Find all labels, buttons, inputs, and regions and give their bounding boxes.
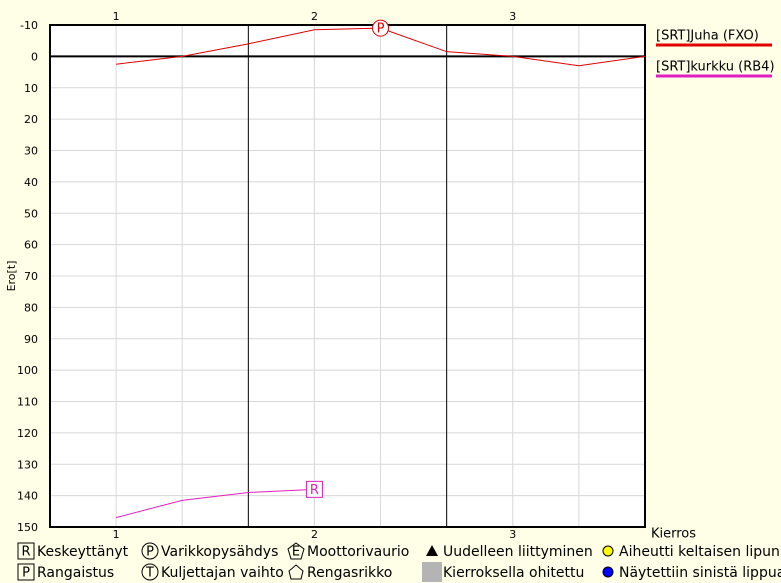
legend-icon — [426, 545, 438, 556]
event-circle — [372, 19, 390, 37]
x-tick-label: 3 — [509, 10, 516, 23]
legend-label: [SRT]Juha (FXO) — [656, 29, 759, 44]
y-tick-label: 100 — [17, 364, 38, 377]
legend-label: Uudelleen liittyminen — [443, 544, 593, 560]
y-tick-label: 130 — [17, 458, 38, 471]
legend-icon — [602, 545, 614, 557]
legend-icon — [287, 542, 305, 560]
event-symbol: P — [377, 22, 385, 37]
y-tick-label: 80 — [24, 301, 38, 314]
y-tick-label: 40 — [24, 176, 38, 189]
y-tick-label: 10 — [24, 82, 38, 95]
legend-label: Aiheutti keltaisen lipun — [619, 544, 780, 560]
legend-label: [SRT]kurkku (RB4) — [656, 60, 775, 75]
legend-label: Rengasrikko — [307, 565, 392, 581]
legend-icon — [288, 564, 304, 580]
legend-symbol: R — [21, 545, 30, 560]
plot-border — [49, 24, 646, 528]
legend-icon — [17, 563, 35, 581]
series-line — [115, 488, 315, 519]
x-tick-label: 1 — [113, 10, 120, 23]
legend-label: Varikkopysähdys — [161, 544, 278, 560]
legend-icon — [17, 542, 35, 560]
event-symbol: R — [310, 483, 319, 498]
legend-symbol: E — [292, 545, 300, 560]
y-tick-label: 30 — [24, 145, 38, 158]
legend-label: Keskeyttänyt — [37, 544, 129, 560]
legend-label: Kierroksella ohitettu — [443, 565, 584, 581]
y-tick-label: 90 — [24, 333, 38, 346]
y-tick-label: 70 — [24, 270, 38, 283]
legend-label: Rangaistus — [37, 565, 114, 581]
x-tick-label: 2 — [311, 10, 318, 23]
event-marker: P — [372, 19, 390, 37]
y-axis-label: Ero[t] — [5, 261, 18, 292]
y-tick-label: 50 — [24, 207, 38, 220]
y-tick-label: -10 — [20, 19, 38, 32]
legend-label: Näytettiin sinistä lippua — [619, 565, 781, 581]
y-tick-label: 120 — [17, 427, 38, 440]
y-tick-label: 0 — [31, 50, 38, 63]
event-box — [305, 480, 323, 498]
legend-icon — [602, 566, 614, 578]
legend-symbol: P — [146, 545, 154, 560]
x-tick-label: 2 — [311, 528, 318, 541]
y-tick-label: 110 — [17, 396, 38, 409]
legend-symbol: T — [145, 566, 154, 581]
legend-icon — [422, 562, 442, 582]
x-tick-label: 3 — [509, 528, 516, 541]
legend-label: Kuljettajan vaihto — [161, 565, 284, 581]
y-tick-label: 20 — [24, 113, 38, 126]
x-axis-label: Kierros — [651, 527, 696, 542]
x-tick-label: 1 — [113, 528, 120, 541]
y-tick-label: 60 — [24, 239, 38, 252]
legend-icon — [141, 542, 159, 560]
y-tick-label: 140 — [17, 490, 38, 503]
y-tick-label: 150 — [17, 521, 38, 534]
event-marker: R — [305, 480, 323, 498]
legend-icon — [141, 563, 159, 581]
legend-symbol: P — [22, 566, 30, 581]
legend-label: Moottorivaurio — [307, 544, 409, 560]
